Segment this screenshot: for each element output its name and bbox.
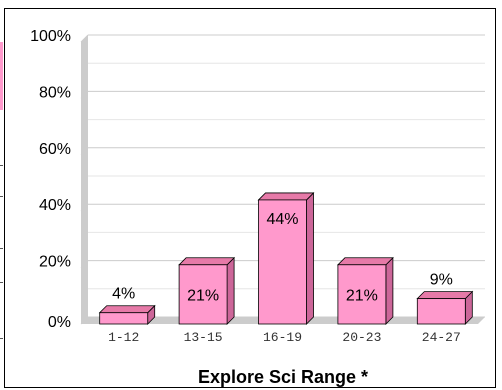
y-tick-label: 40% (39, 197, 71, 214)
bar-top (416, 291, 474, 300)
bar-top (336, 257, 394, 266)
gridline-depth (80, 260, 89, 268)
x-category-label: 16-19 (263, 330, 302, 345)
y-tick-label: 80% (39, 84, 71, 101)
y-tick-label: 20% (39, 254, 71, 271)
data-label: 21% (346, 287, 378, 304)
gridline-depth (80, 91, 89, 99)
bar-top (257, 192, 315, 201)
bar-side (226, 256, 235, 325)
gridline-depth (80, 203, 89, 212)
bar-chart: 0% 20% 40% 60% 80% 100% 4% 1-12 21% 13-15 44% 16-19… (30, 28, 485, 387)
edge-dot (0, 196, 3, 197)
data-label: 44% (266, 211, 298, 228)
x-axis-title: Explore Sci Range * (198, 367, 368, 387)
x-category-label: 20-23 (342, 330, 381, 345)
bar-side (306, 191, 314, 325)
chart-frame: 0% 20% 40% 60% 80% 100% 4% 1-12 21% 13-15 44% 16-19… (4, 8, 496, 388)
x-category-label: 1-12 (108, 330, 139, 345)
y-tick-label: 100% (30, 28, 71, 45)
page-edge (0, 0, 4, 390)
bar (178, 264, 228, 325)
gridline-depth (80, 147, 89, 156)
edge-dot (0, 248, 3, 249)
data-label: 4% (112, 286, 135, 303)
gridline-depth (80, 34, 89, 43)
x-category-label: 13-15 (184, 330, 223, 345)
bar-top (98, 305, 156, 314)
edge-pink-mark (0, 42, 3, 110)
data-label: 21% (187, 287, 219, 304)
edge-dot (0, 165, 3, 166)
bar (258, 199, 307, 325)
bar (337, 264, 387, 325)
bar (416, 298, 466, 325)
gridline-depth (80, 316, 89, 325)
bar-top (178, 257, 236, 266)
edge-dot (0, 282, 3, 283)
data-label: 9% (430, 272, 453, 289)
x-category-label: 24-27 (422, 330, 461, 345)
edge-dot (0, 338, 3, 339)
y-tick-label: 60% (39, 141, 71, 158)
bar (99, 312, 149, 325)
bar-side (385, 256, 394, 325)
left-wall (81, 35, 88, 324)
y-tick-label: 0% (48, 314, 71, 331)
